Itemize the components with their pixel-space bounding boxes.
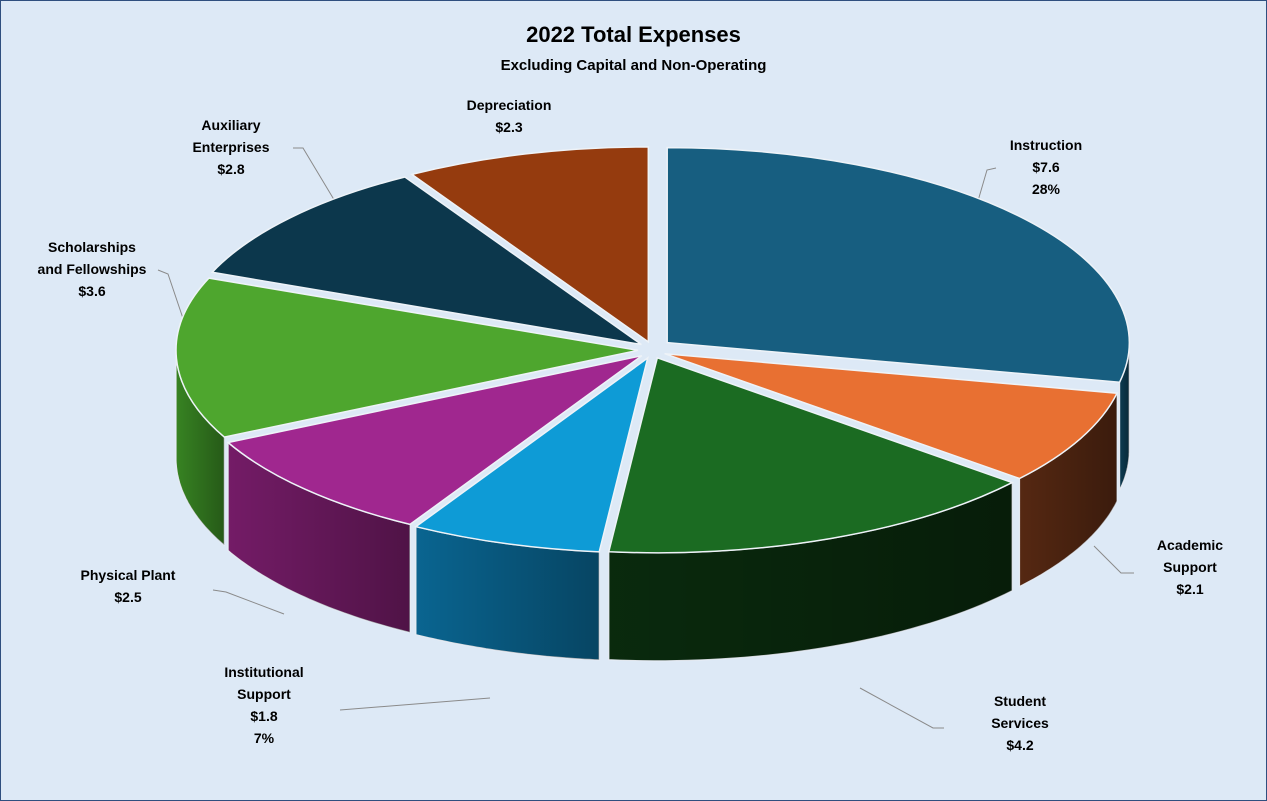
leader-line-2 (1093, 545, 1134, 574)
data-label-line: Support (1163, 559, 1217, 575)
data-label-line: Auxiliary (201, 117, 260, 133)
pie-slice-top (210, 176, 642, 346)
leader-line-3 (859, 687, 944, 729)
pie-slice-side-shade (176, 350, 225, 546)
chart-subtitle: Excluding Capital and Non-Operating (500, 57, 767, 74)
pie-slice-auxiliary-enterprises (210, 176, 642, 346)
leader-line-4 (339, 697, 491, 711)
data-label-line: Scholarships (48, 239, 136, 255)
data-label-instruction: Instruction $7.6 28% (1010, 137, 1082, 197)
data-label-scholarships-and-fellowships: Scholarships and Fellowships $3.6 (38, 239, 147, 299)
data-label-academic-support: Academic Support $2.1 (1157, 537, 1223, 597)
pie-slice-scholarships-and-fellowships (175, 277, 639, 547)
leader-line-5 (212, 589, 285, 615)
pie-slice-side-shade (1019, 393, 1117, 587)
data-label-depreciation: Depreciation $2.3 (467, 97, 552, 135)
pie-slice-top (410, 146, 650, 344)
data-label-line: Depreciation (467, 97, 552, 113)
chart-title: 2022 Total Expenses (526, 22, 741, 47)
data-label-line: $4.2 (1006, 737, 1033, 753)
pie-slice-top (414, 356, 649, 553)
pie-slice-top (666, 146, 1130, 383)
pie-slice-top (664, 352, 1119, 480)
pie-slice-academic-support (664, 352, 1119, 588)
data-label-auxiliary-enterprises: Auxiliary Enterprises $2.8 (192, 117, 269, 177)
data-label-line: and Fellowships (38, 261, 147, 277)
data-label-line: $2.8 (217, 161, 244, 177)
data-label-line: Student (994, 693, 1046, 709)
data-label-line: Support (237, 686, 291, 702)
data-label-line: $3.6 (78, 283, 105, 299)
data-label-line: Physical Plant (81, 567, 176, 583)
data-label-line: $2.1 (1176, 581, 1203, 597)
data-label-student-services: Student Services $4.2 (991, 693, 1049, 753)
data-label-line: $1.8 (250, 708, 277, 724)
pie-slice-top (226, 354, 643, 526)
data-label-line: Enterprises (192, 139, 269, 155)
pie-slice-student-services (607, 356, 1015, 662)
pie-slice-physical-plant (226, 354, 643, 634)
pie-slice-side-shade (228, 442, 410, 633)
data-label-line: Institutional (224, 664, 303, 680)
pie-slice-institutional-support (414, 356, 649, 661)
data-label-institutional-support: Institutional Support $1.8 7% (224, 664, 303, 746)
data-label-line: 7% (254, 730, 275, 746)
data-label-line: $2.3 (495, 119, 522, 135)
data-label-line: Academic (1157, 537, 1223, 553)
pie-slice-side-shade (1119, 342, 1130, 491)
leader-line-7 (293, 147, 346, 219)
data-label-line: Instruction (1010, 137, 1082, 153)
pie-slice-instruction (666, 146, 1130, 491)
data-label-line: Services (991, 715, 1049, 731)
pie-slice-top (175, 277, 639, 438)
pie-slice-top (607, 356, 1015, 554)
pie-slice-depreciation (410, 146, 650, 344)
data-label-line: $2.5 (114, 589, 141, 605)
data-label-physical-plant: Physical Plant $2.5 (81, 567, 176, 605)
data-label-line: $7.6 (1032, 159, 1059, 175)
pie-slice-side-shade (415, 526, 600, 660)
data-label-line: 28% (1032, 181, 1061, 197)
pie-slice-side-shade (608, 482, 1013, 661)
